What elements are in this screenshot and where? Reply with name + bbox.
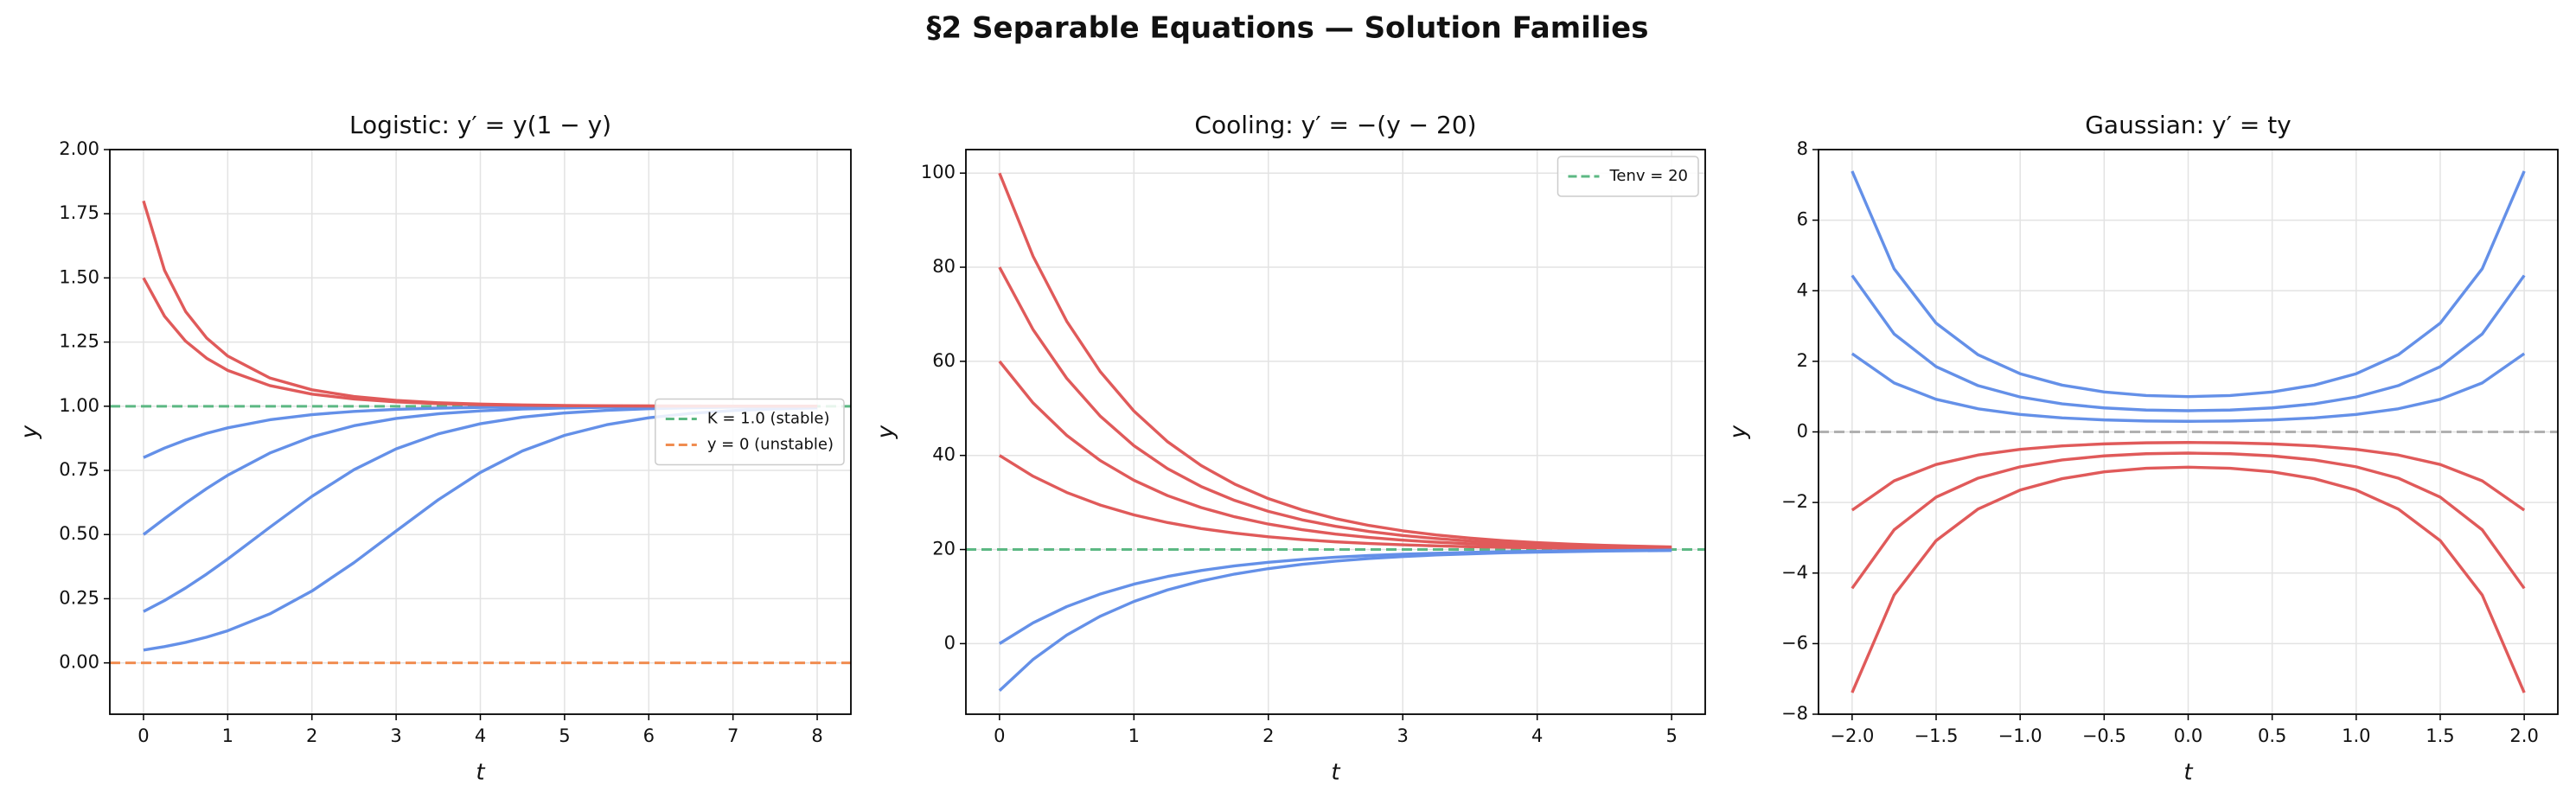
legend-label: K = 1.0 (stable) xyxy=(707,410,830,428)
x-tick-label: 1 xyxy=(1128,725,1140,746)
y-tick-label: −8 xyxy=(1781,703,1808,724)
x-tick-label: 4 xyxy=(1531,725,1543,746)
y-tick-label: 1.75 xyxy=(59,202,99,223)
x-tick-label: 5 xyxy=(1665,725,1677,746)
x-tick-label: 1.0 xyxy=(2342,725,2370,746)
y-tick-label: 1.25 xyxy=(59,331,99,352)
x-tick-label: 3 xyxy=(390,725,401,746)
legend-box xyxy=(655,398,845,466)
solution-curve xyxy=(1851,352,2526,423)
x-tick-label: 0.0 xyxy=(2174,725,2202,746)
y-tick-label: 8 xyxy=(1797,138,1808,159)
figure-title: §2 Separable Equations — Solution Famili… xyxy=(927,11,1649,46)
x-tick-label: 0.5 xyxy=(2258,725,2286,746)
plot-area xyxy=(1819,170,2558,693)
x-tick-label: 0 xyxy=(994,725,1005,746)
x-axis-label: t xyxy=(476,760,485,786)
solution-curve xyxy=(1851,170,2526,399)
x-tick-label: 2.0 xyxy=(2509,725,2538,746)
solution-curve xyxy=(998,454,1672,551)
y-tick-label: 4 xyxy=(1797,279,1808,300)
y-tick-label: 6 xyxy=(1797,209,1808,230)
y-tick-label: 0 xyxy=(1797,421,1808,442)
y-tick-label: −4 xyxy=(1781,562,1808,583)
plot-area xyxy=(966,172,1705,693)
x-tick-label: −0.5 xyxy=(2082,725,2126,746)
x-tick-label: 1.5 xyxy=(2426,725,2454,746)
solution-curve xyxy=(1851,451,2526,590)
y-tick-label: −2 xyxy=(1781,491,1808,512)
x-tick-label: −2.0 xyxy=(1830,725,1874,746)
y-tick-label: 1.00 xyxy=(59,395,99,416)
y-axis-label: y xyxy=(1726,425,1752,439)
x-tick-label: −1.0 xyxy=(1998,725,2042,746)
y-tick-label: 0.75 xyxy=(59,459,99,480)
x-tick-label: 8 xyxy=(811,725,822,746)
x-tick-label: 1 xyxy=(222,725,233,746)
legend-label: y = 0 (unstable) xyxy=(707,436,834,454)
x-axis-label: t xyxy=(1331,760,1340,786)
x-tick-label: 7 xyxy=(727,725,738,746)
y-axis-label: y xyxy=(17,425,43,439)
y-tick-label: −6 xyxy=(1781,632,1808,653)
y-tick-label: 0.50 xyxy=(59,523,99,544)
x-tick-label: 3 xyxy=(1397,725,1409,746)
legend-label: Tenv = 20 xyxy=(1608,167,1688,185)
solution-curve xyxy=(998,548,1672,693)
solution-curve xyxy=(1851,274,2526,412)
chart-title: Logistic: y′ = y(1 − y) xyxy=(349,111,611,139)
x-tick-label: 0 xyxy=(137,725,149,746)
legend-box xyxy=(1556,156,1699,197)
y-tick-label: 40 xyxy=(932,444,956,465)
y-tick-label: 0 xyxy=(944,632,956,653)
solution-curve xyxy=(1851,441,2526,512)
legend: Tenv = 20 xyxy=(1556,156,1699,197)
x-tick-label: 2 xyxy=(1262,725,1274,746)
x-tick-label: −1.5 xyxy=(1914,725,1959,746)
x-tick-label: 5 xyxy=(559,725,570,746)
x-tick-label: 4 xyxy=(475,725,486,746)
y-tick-label: 20 xyxy=(932,539,956,559)
axes-frame xyxy=(1818,149,2559,715)
y-tick-label: 80 xyxy=(932,256,956,277)
solution-curve xyxy=(1851,465,2526,693)
y-tick-label: 0.25 xyxy=(59,587,99,608)
y-tick-label: 60 xyxy=(932,350,956,371)
y-axis-label: y xyxy=(873,425,899,439)
y-tick-label: 2.00 xyxy=(59,138,99,159)
y-tick-label: 0.00 xyxy=(59,652,99,673)
x-tick-label: 2 xyxy=(306,725,317,746)
chart-title: Cooling: y′ = −(y − 20) xyxy=(1194,111,1476,139)
y-tick-label: 1.50 xyxy=(59,266,99,287)
x-axis-label: t xyxy=(2183,760,2193,786)
y-tick-label: 100 xyxy=(921,162,956,182)
y-tick-label: 2 xyxy=(1797,350,1808,371)
chart-title: Gaussian: y′ = ty xyxy=(2085,111,2292,139)
legend: K = 1.0 (stable) y = 0 (unstable) xyxy=(655,398,845,466)
axes-frame xyxy=(965,149,1706,715)
axes-frame xyxy=(109,149,852,715)
x-tick-label: 6 xyxy=(643,725,655,746)
solution-curve xyxy=(998,266,1672,550)
